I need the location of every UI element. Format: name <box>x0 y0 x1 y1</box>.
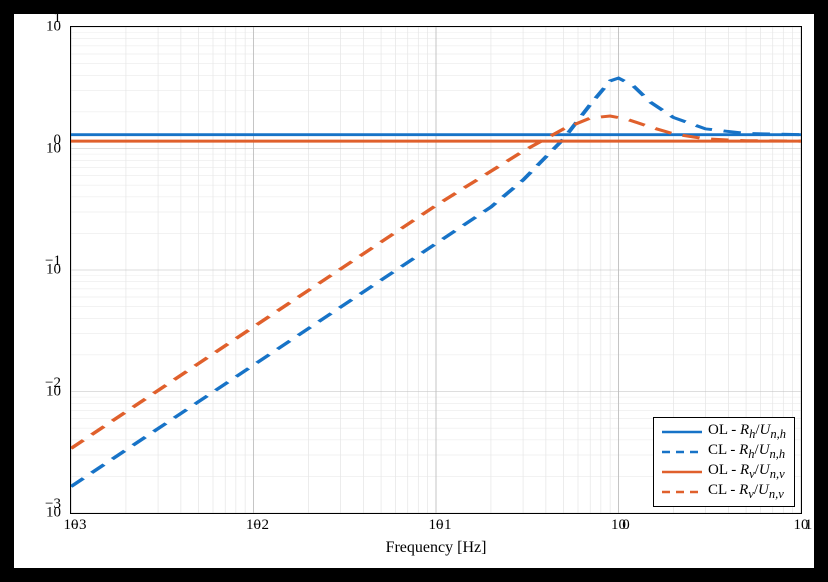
legend-item: OL - Rv/Un,v <box>662 462 786 482</box>
x-tick-label: 101 <box>794 517 809 534</box>
x-tick-label: 10−3 <box>64 517 79 534</box>
legend-swatch <box>662 425 702 439</box>
legend-swatch <box>662 485 702 499</box>
legend-label: CL - Rh/Un,h <box>708 442 785 462</box>
legend-item: CL - Rv/Un,v <box>662 482 786 502</box>
y-tick-label: 100 <box>46 140 61 157</box>
x-axis-title: Frequency [Hz] <box>386 539 487 557</box>
x-tick-label: 10−1 <box>429 517 444 534</box>
legend-label: CL - Rv/Un,v <box>708 482 784 502</box>
legend-swatch <box>662 445 702 459</box>
legend-swatch <box>662 465 702 479</box>
legend: OL - Rh/Un,h CL - Rh/Un,h OL - Rv/Un,v C… <box>653 417 795 507</box>
legend-item: OL - Rh/Un,h <box>662 422 786 442</box>
legend-item: CL - Rh/Un,h <box>662 442 786 462</box>
y-tick-label: 10−1 <box>46 262 61 279</box>
y-tick-label: 101 <box>46 19 61 36</box>
x-tick-label: 10−2 <box>246 517 261 534</box>
plot-area: 10−310−210−1100101Frequency [Hz] 10−310−… <box>70 26 802 514</box>
chart-container: 10−3 10−2 10−1 100 101 Frequency [Hz] 10−3 10−… <box>14 14 814 568</box>
x-tick-label: 100 <box>611 517 626 534</box>
y-tick-label: 10−2 <box>46 383 61 400</box>
x-axis-labels: 10−310−210−1100101Frequency [Hz] <box>71 517 801 537</box>
legend-label: OL - Rh/Un,h <box>708 422 786 442</box>
legend-label: OL - Rv/Un,v <box>708 462 785 482</box>
y-tick-label: 10−3 <box>46 505 61 522</box>
